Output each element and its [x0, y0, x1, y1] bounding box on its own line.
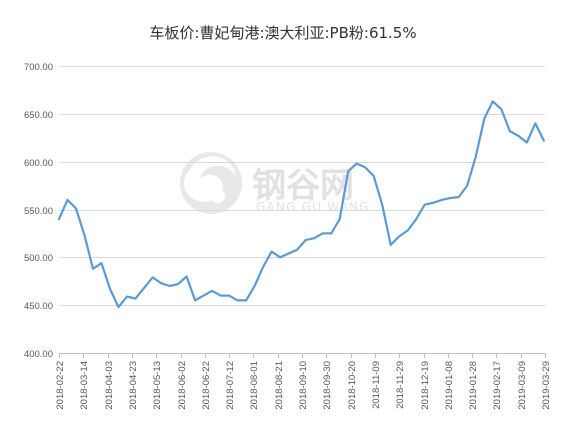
x-tick-label: 2018-04-03 [104, 361, 115, 410]
data-point [117, 306, 120, 308]
data-point [517, 135, 520, 137]
x-tick-label: 2018-02-22 [55, 361, 66, 410]
data-point [270, 250, 273, 253]
y-tick-label: 700.00 [24, 62, 53, 73]
x-tick-label: 2018-10-20 [347, 361, 358, 410]
data-point [500, 108, 503, 110]
x-tick-label: 2019-01-08 [444, 361, 455, 410]
x-tick-label: 2018-06-22 [201, 361, 212, 410]
data-point [543, 139, 545, 142]
data-point [313, 237, 315, 239]
data-point [449, 197, 452, 199]
x-tick-label: 2018-05-13 [152, 361, 163, 410]
data-point [372, 175, 375, 177]
swirl-logo-icon [180, 152, 242, 214]
data-point [483, 117, 486, 120]
data-point [347, 170, 350, 172]
x-tick-label: 2018-09-30 [322, 361, 333, 410]
data-point [432, 202, 435, 204]
data-point [423, 203, 426, 206]
data-point [58, 218, 60, 220]
y-tick-label: 450.00 [24, 301, 53, 312]
x-tick-label: 2018-12-19 [420, 361, 431, 410]
x-tick-label: 2018-06-02 [177, 361, 188, 410]
data-point [109, 288, 111, 290]
x-tick-label: 2018-08-21 [274, 361, 285, 410]
y-tick-label: 600.00 [24, 158, 53, 169]
x-tick-label: 2018-08-01 [249, 361, 260, 410]
data-point [440, 199, 443, 201]
y-axis-ticks: 400.00 450.00 500.00 550.00 600.00 650.00 700.… [24, 62, 53, 360]
data-point [143, 287, 145, 289]
x-tick-label: 2018-09-10 [298, 361, 309, 410]
data-point [253, 285, 256, 287]
data-point [457, 196, 460, 198]
data-point [492, 100, 494, 103]
data-point [355, 162, 358, 165]
x-tick-label: 2018-04-23 [128, 361, 139, 410]
x-tick-label: 2018-11-09 [371, 361, 382, 409]
data-point [66, 199, 69, 201]
data-point [177, 283, 179, 285]
x-tick-label: 2018-11-29 [395, 361, 406, 409]
x-tick-label: 2019-03-09 [517, 361, 528, 410]
watermark-en: GANG GU WANG [256, 200, 370, 214]
data-point [406, 229, 409, 232]
data-point [287, 252, 290, 255]
data-point [534, 122, 537, 125]
y-tick-label: 500.00 [24, 253, 53, 264]
data-point [211, 290, 213, 292]
data-point [245, 299, 247, 302]
x-tick-label: 2018-03-14 [79, 361, 90, 410]
data-point [474, 156, 477, 158]
data-point [338, 218, 341, 220]
chart-title: 车板价:曹妃甸港:澳大利亚:PB粉:61.5% [149, 24, 416, 42]
data-point [100, 262, 103, 264]
data-point [466, 184, 469, 187]
data-point [321, 232, 324, 235]
data-point [296, 248, 298, 251]
x-tick-label: 2019-03-29 [541, 361, 552, 410]
data-point [134, 297, 137, 300]
data-point [389, 244, 392, 246]
data-point [194, 299, 196, 302]
data-point [168, 285, 171, 287]
series-line [57, 100, 545, 309]
data-point [262, 266, 264, 268]
data-point [228, 294, 230, 297]
data-point [185, 275, 188, 278]
y-tick-label: 400.00 [24, 349, 53, 360]
data-point [236, 299, 239, 302]
watermark-cn: 钢谷网 [252, 166, 354, 206]
data-point [75, 207, 77, 210]
data-point [398, 235, 401, 238]
x-tick-label: 2019-01-28 [468, 361, 479, 410]
data-point [509, 130, 511, 132]
data-point [381, 203, 384, 206]
data-point [219, 294, 222, 297]
x-axis-ticks: 2018-02-22 2018-03-14 2018-04-03 2018-04-23… [55, 353, 552, 410]
data-point [83, 234, 86, 237]
data-point [526, 141, 528, 144]
data-point [160, 282, 162, 285]
data-point [92, 268, 94, 270]
data-point [330, 232, 333, 235]
data-point [304, 239, 307, 241]
data-point [279, 256, 281, 259]
data-point [151, 276, 154, 279]
data-point [364, 166, 367, 169]
y-tick-label: 650.00 [24, 110, 53, 121]
data-point [415, 218, 418, 220]
x-tick-label: 2018-07-12 [225, 361, 236, 410]
y-tick-label: 550.00 [24, 206, 53, 217]
data-point [126, 295, 128, 298]
x-tick-label: 2019-02-17 [492, 361, 503, 410]
gridlines [59, 66, 545, 354]
data-point [202, 294, 205, 297]
series [57, 100, 545, 309]
